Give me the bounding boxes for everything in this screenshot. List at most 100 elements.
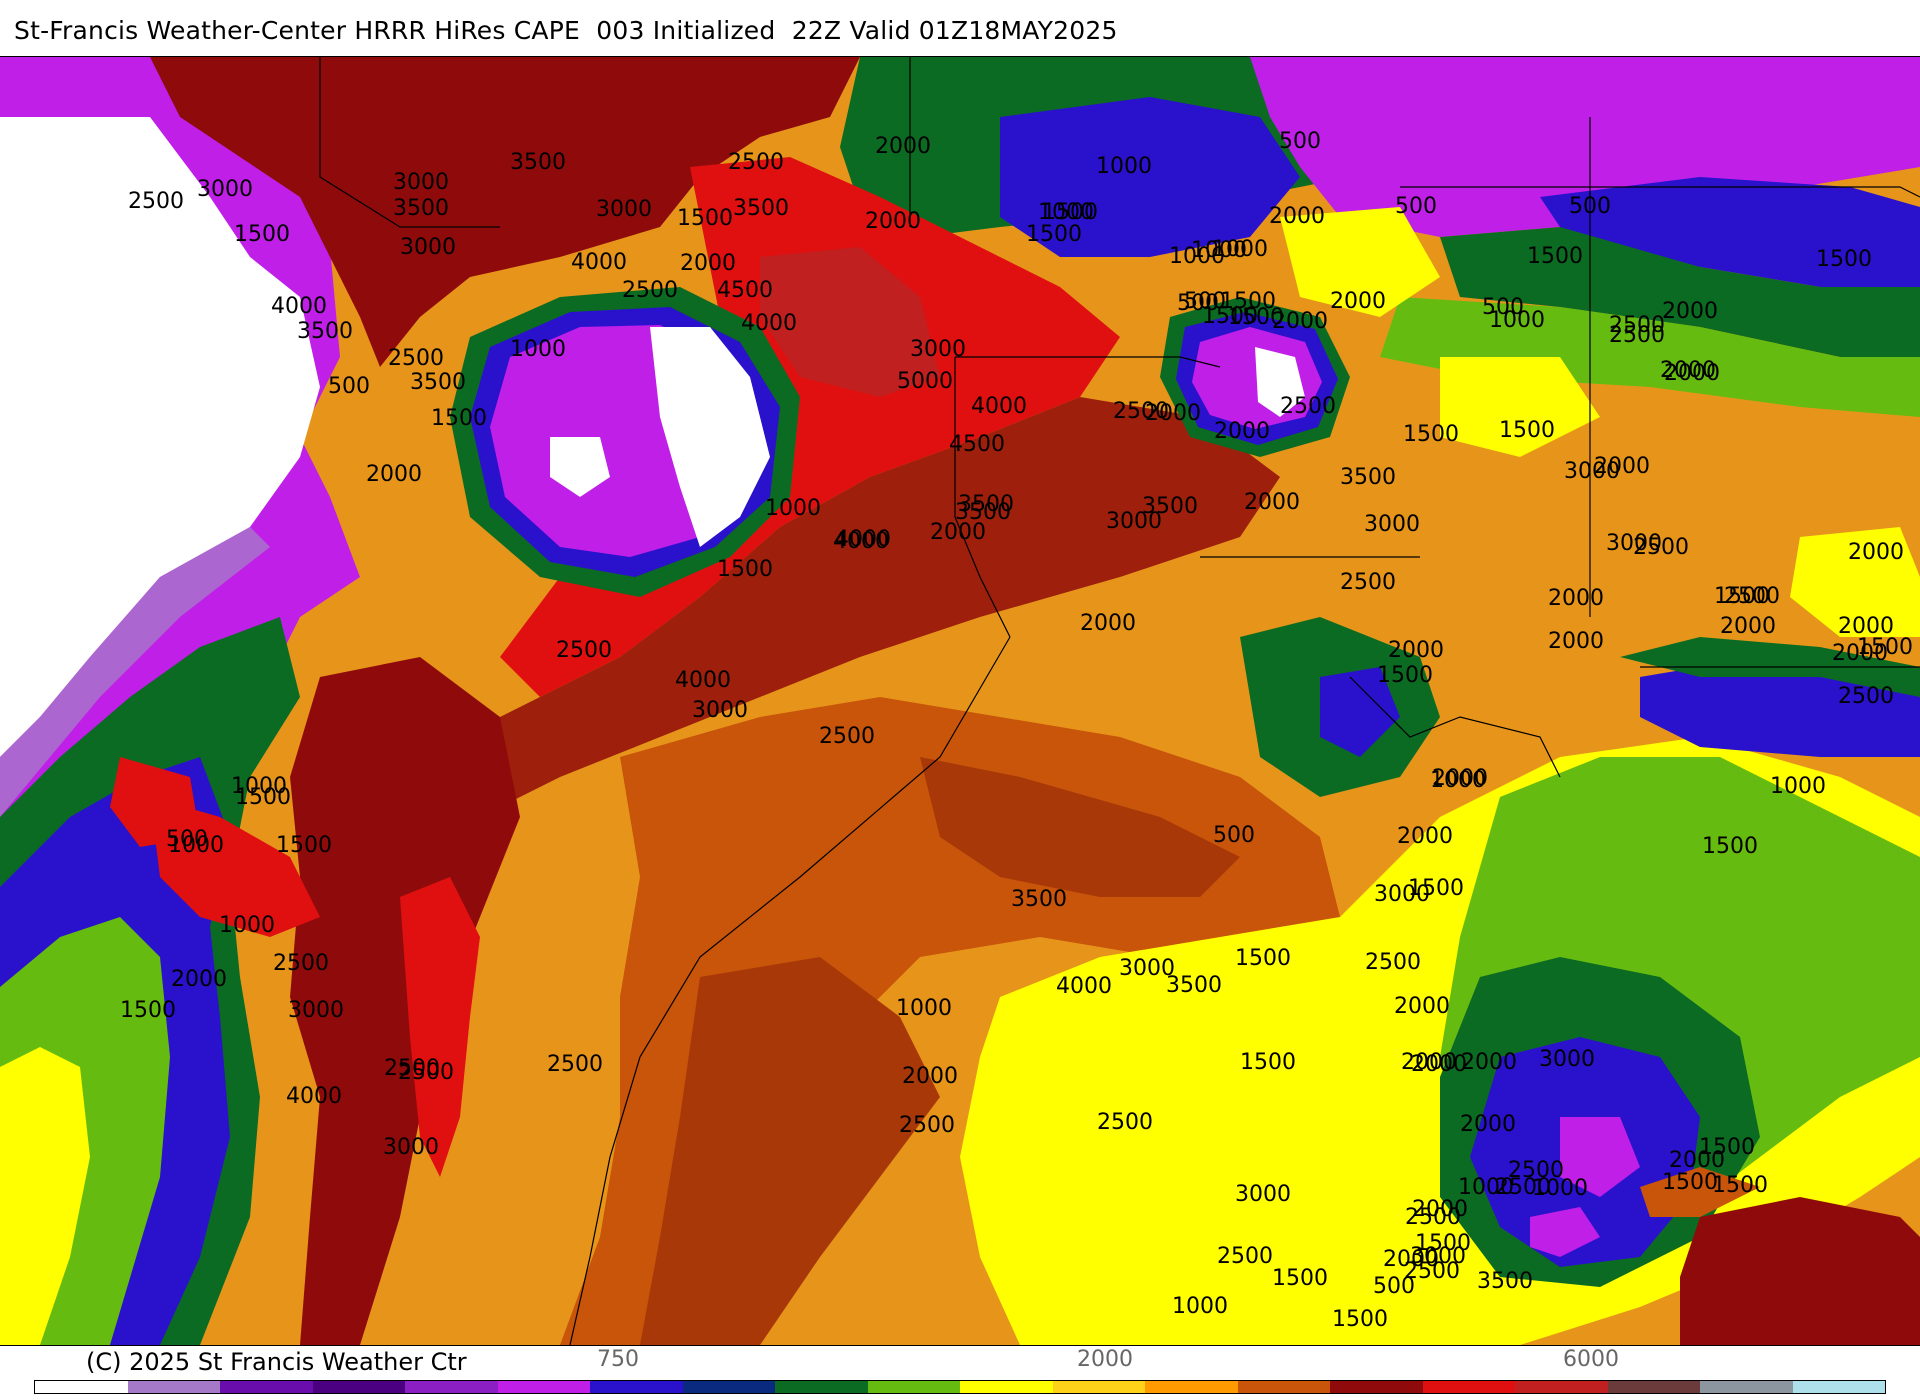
contour-label: 2000: [1669, 1148, 1725, 1173]
contour-label: 2500: [1838, 684, 1894, 709]
colorbar-swatch: [35, 1381, 128, 1393]
contour-label: 2000: [1412, 1197, 1468, 1222]
boundary-line: [955, 356, 1221, 368]
colorbar-tick-6000: 6000: [1563, 1347, 1619, 1372]
contour-label: 2000: [1460, 1112, 1516, 1137]
contour-label: 2500: [1405, 1205, 1461, 1230]
contour-label: 2000: [1244, 490, 1300, 515]
west-white-zone: [0, 117, 320, 757]
contour-label: 1000: [510, 337, 566, 362]
contour-label: 2500: [1340, 570, 1396, 595]
colorbar-swatch: [1607, 1381, 1700, 1393]
colorbar-swatch: [405, 1381, 498, 1393]
contour-label: 1500: [1415, 1231, 1471, 1256]
gulf-darkbrown-zone-2: [920, 757, 1240, 897]
contour-label: 4000: [833, 529, 889, 554]
contour-label: 3500: [958, 492, 1014, 517]
contour-label: 1000: [1532, 1176, 1588, 1201]
colorbar-swatch: [1237, 1381, 1330, 1393]
colorbar-swatch: [1145, 1381, 1238, 1393]
east-gulf-violet-core: [1560, 1117, 1640, 1197]
contour-label: 3000: [1564, 459, 1620, 484]
colorbar-swatch: [775, 1381, 868, 1393]
contour-label: 500: [1213, 823, 1255, 848]
colorbar-swatch: [682, 1381, 775, 1393]
colorbar-swatch: [1792, 1381, 1885, 1393]
contour-label: 1000: [1172, 1294, 1228, 1319]
central-dry-white: [650, 327, 770, 547]
contour-label: 1000: [1191, 238, 1247, 263]
contour-label: 3000: [692, 698, 748, 723]
southwest-red-pocket-2: [110, 757, 200, 847]
contour-label: 1500: [1403, 422, 1459, 447]
contour-label: 2000: [1838, 614, 1894, 639]
yellow-patch-1: [1280, 207, 1440, 317]
contour-label: 2000: [171, 967, 227, 992]
contour-label: 1500: [1235, 946, 1291, 971]
contour-label: 2500: [819, 724, 875, 749]
contour-label: 3000: [596, 197, 652, 222]
contour-label: 2500: [1508, 1158, 1564, 1183]
contour-label: 2500: [398, 1060, 454, 1085]
contour-label: 2500: [1609, 323, 1665, 348]
contour-label: 1500: [234, 222, 290, 247]
contour-label: 2000: [1832, 641, 1888, 666]
contour-label: 1500: [1026, 222, 1082, 247]
contour-label: 1500: [1816, 247, 1872, 272]
contour-label: 1500: [1408, 876, 1464, 901]
contour-label: 4000: [1056, 974, 1112, 999]
contour-label: 1500: [431, 406, 487, 431]
boundary-line: [569, 636, 1011, 1345]
contour-label: 2500: [1495, 1175, 1551, 1200]
contour-label: 2000: [1720, 614, 1776, 639]
contour-label: 2500: [1113, 399, 1169, 424]
contour-label: 2000: [1080, 611, 1136, 636]
colorbar-swatch: [1700, 1381, 1793, 1393]
contour-label: 1500: [1662, 1170, 1718, 1195]
contour-label: 3000: [1235, 1182, 1291, 1207]
contour-label: 1500: [1220, 289, 1276, 314]
contour-label: 2500: [547, 1052, 603, 1077]
contour-label: 2000: [1662, 299, 1718, 324]
colorbar-swatch: [1052, 1381, 1145, 1393]
contour-label: 3000: [1539, 1047, 1595, 1072]
contour-label: 3000: [1106, 509, 1162, 534]
contour-label: 1500: [1202, 304, 1258, 329]
midsouth-blue-cluster: [1320, 667, 1400, 757]
colorbar-swatch: [312, 1381, 405, 1393]
contour-label: 3500: [297, 319, 353, 344]
northeast-green-band: [1440, 227, 1920, 357]
gulf-darkbrown-zone: [640, 957, 940, 1345]
colorbar-swatch: [220, 1381, 313, 1393]
contour-label: 1500: [677, 206, 733, 231]
contour-label: 1000: [1770, 774, 1826, 799]
contour-label: 1500: [1042, 200, 1098, 225]
contour-label: 1000: [896, 996, 952, 1021]
contour-label: 3000: [1374, 882, 1430, 907]
contour-label: 3000: [393, 170, 449, 195]
contour-label: 3500: [1477, 1269, 1533, 1294]
contour-label: 1000: [1212, 237, 1268, 262]
contour-label: 3000: [383, 1135, 439, 1160]
contour-label: 4000: [971, 394, 1027, 419]
contour-label: 1000: [1430, 768, 1486, 793]
contour-label: 3000: [910, 337, 966, 362]
cape-map: 3000 2500 3500 3000 3500 3000 1500 3500 2500 2000…: [0, 56, 1920, 1346]
contour-label: 1500: [1527, 244, 1583, 269]
contour-label: 3000: [1410, 1244, 1466, 1269]
boundary-lines: [319, 57, 1920, 1345]
boundary-line: [1400, 186, 1920, 198]
contour-label: 1500: [1499, 418, 1555, 443]
contour-label: 1000: [1458, 1175, 1514, 1200]
contour-label: 1000: [219, 913, 275, 938]
contour-label: 2000: [902, 1064, 958, 1089]
contour-label: 500: [1482, 295, 1524, 320]
contour-label: 4000: [835, 527, 891, 552]
contour-label: 3500: [1166, 973, 1222, 998]
contour-label: 1000: [231, 774, 287, 799]
contour-label: 2000: [1432, 766, 1488, 791]
northeast-lime-band: [1380, 297, 1920, 417]
contour-label: 1500: [235, 785, 291, 810]
